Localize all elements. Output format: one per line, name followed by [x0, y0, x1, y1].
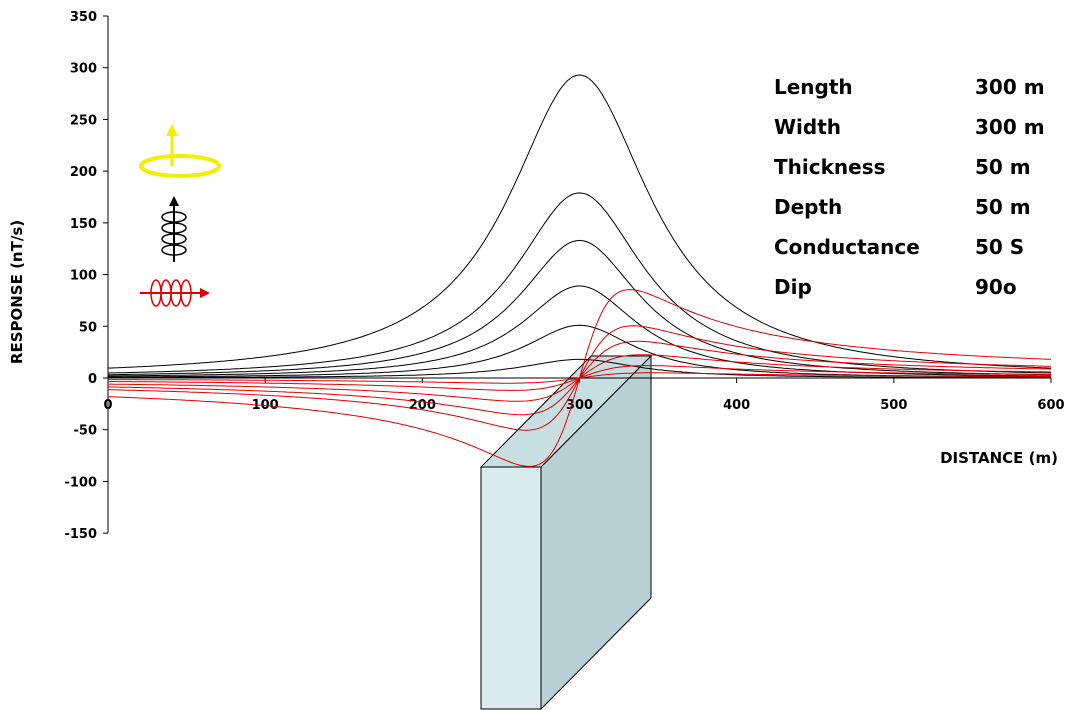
vertical-response-line	[108, 239, 1051, 376]
vertical-response-line	[107, 74, 1052, 369]
param-label-conductance: Conductance	[774, 235, 920, 259]
x-axis-title: DISTANCE (m)	[940, 449, 1058, 467]
vertical-response-line	[108, 358, 1051, 379]
black-coil-with-up-arrow-icon	[161, 196, 187, 262]
param-label-length: Length	[774, 75, 853, 99]
y-axis-title: RESPONSE (nT/s)	[8, 220, 26, 364]
x-tick-label: 0	[103, 398, 112, 413]
param-value-conductance: 50 S	[975, 235, 1024, 259]
x-tick-label: 200	[409, 398, 436, 413]
y-tick-label: 200	[70, 165, 97, 180]
y-tick-label: -150	[64, 527, 97, 542]
plate-front-face	[480, 466, 542, 710]
y-tick-label: -100	[64, 475, 97, 490]
red-coil-with-right-arrow-icon	[140, 279, 210, 307]
y-tick-label: 250	[70, 113, 97, 128]
param-value-thickness: 50 m	[975, 155, 1031, 179]
param-value-dip: 90o	[975, 275, 1017, 299]
param-value-width: 300 m	[975, 115, 1045, 139]
y-axis: -150 -100 -50 0 50 100 150 200 250 300 350	[64, 10, 109, 542]
x-tick-label: 400	[723, 398, 750, 413]
horizontal-component-series	[107, 289, 1052, 467]
y-tick-label: -50	[74, 424, 98, 439]
parameter-table: Length 300 m Width 300 m Thickness 50 m …	[774, 75, 1045, 299]
y-tick-label: 150	[70, 217, 97, 232]
vertical-component-series	[107, 74, 1052, 379]
y-tick-label: 350	[70, 10, 97, 25]
y-tick-label: 300	[70, 62, 97, 77]
param-value-depth: 50 m	[975, 195, 1031, 219]
param-label-dip: Dip	[774, 275, 812, 299]
param-value-length: 300 m	[975, 75, 1045, 99]
plate-model	[479, 354, 653, 710]
x-tick-label: 600	[1037, 398, 1064, 413]
y-tick-label: 0	[88, 372, 97, 387]
horizontal-response-line	[107, 372, 1052, 384]
x-tick-label: 500	[880, 398, 907, 413]
param-label-thickness: Thickness	[774, 155, 886, 179]
param-label-depth: Depth	[774, 195, 842, 219]
vertical-response-line	[107, 285, 1052, 377]
param-label-width: Width	[774, 115, 841, 139]
y-tick-label: 100	[70, 269, 97, 284]
vertical-response-line	[107, 192, 1052, 374]
y-tick-label: 50	[79, 320, 97, 335]
yellow-loop-with-up-arrow-icon	[139, 124, 221, 178]
